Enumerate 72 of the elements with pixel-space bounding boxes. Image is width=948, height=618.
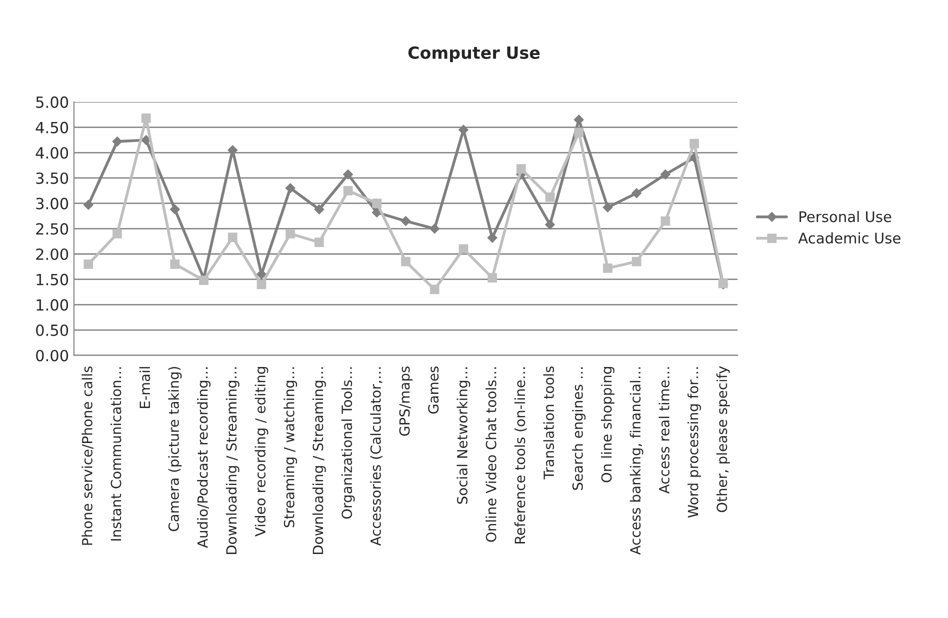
x-tick-label: Word processing for… (688, 367, 701, 518)
x-tick-label: Search engines … (572, 367, 586, 490)
point (112, 136, 122, 146)
x-tick-label: Access real time… (658, 367, 670, 494)
point (314, 204, 324, 214)
y-tick-label: 5.00 (36, 96, 68, 108)
point (660, 216, 670, 226)
point (574, 128, 584, 138)
point (256, 280, 266, 290)
point (430, 224, 440, 234)
point (112, 229, 122, 238)
point (632, 256, 642, 266)
x-tick-label: Reference tools (on-line… (514, 367, 527, 544)
x-tick-label: Instant Communication… (110, 367, 122, 541)
point (343, 186, 353, 196)
x-tick-label: Access banking, financial… (630, 367, 644, 555)
y-tick-label: 2.00 (36, 248, 68, 260)
point (228, 232, 238, 242)
x-tick-label: Camera (picture taking) (168, 366, 182, 532)
x-tick-label: Audio/Podcast recording… (197, 367, 210, 548)
y-tick-label: 3.50 (36, 172, 68, 184)
point (632, 188, 642, 198)
point (83, 200, 94, 210)
y-tick-label: 0.50 (36, 324, 68, 336)
point (170, 259, 180, 269)
point (545, 220, 555, 230)
point (602, 202, 613, 212)
point (516, 164, 526, 174)
point (545, 192, 555, 202)
point (84, 259, 94, 269)
point (660, 169, 670, 180)
x-tick-label: Downloading / Streaming… (312, 367, 326, 554)
x-tick-label: GPS/maps (399, 366, 412, 436)
y-tick-label: 3.00 (36, 198, 68, 210)
point (285, 183, 296, 194)
x-tick-label: Downloading / Streaming… (226, 367, 240, 554)
point (141, 114, 151, 123)
x-tick-label: Video recording / editing (254, 367, 268, 536)
y-tick-label: 1.50 (36, 274, 68, 286)
legend-label: Personal Use (800, 210, 892, 222)
x-tick-label: Online Video Chat tools… (486, 367, 496, 542)
point (199, 276, 208, 286)
point (401, 256, 410, 266)
x-tick-label: Games (428, 366, 439, 414)
point (286, 229, 296, 238)
x-tick-label: On line shopping (600, 367, 614, 482)
y-tick-label: 4.00 (36, 147, 68, 159)
point (603, 264, 612, 273)
point (690, 138, 699, 148)
point (343, 169, 353, 180)
point (170, 204, 180, 214)
chart-title: Computer Use (408, 46, 540, 62)
x-tick-label: Organizational Tools… (341, 367, 355, 519)
y-tick-label: 1.00 (36, 299, 68, 311)
point (487, 232, 498, 243)
y-tick-label: 4.50 (36, 122, 68, 134)
x-tick-label: Phone service/Phone calls (82, 366, 94, 545)
point (372, 198, 382, 208)
x-tick-label: Translation tools (543, 366, 554, 480)
y-tick-label: 2.50 (36, 223, 68, 235)
point (400, 216, 411, 226)
x-tick-label: Streaming / watching… (284, 367, 298, 528)
x-tick-label: Other, please specify (716, 366, 730, 512)
x-tick-label: E-mail (139, 367, 150, 408)
point (314, 238, 324, 248)
legend-label: Academic Use (798, 232, 900, 244)
point (430, 284, 440, 294)
point (488, 273, 497, 282)
point (458, 244, 468, 254)
x-tick-label: Accessories (Calculator,… (370, 367, 383, 546)
x-tick-label: Social Networking… (456, 367, 470, 504)
y-tick-label: 0.00 (36, 350, 68, 362)
